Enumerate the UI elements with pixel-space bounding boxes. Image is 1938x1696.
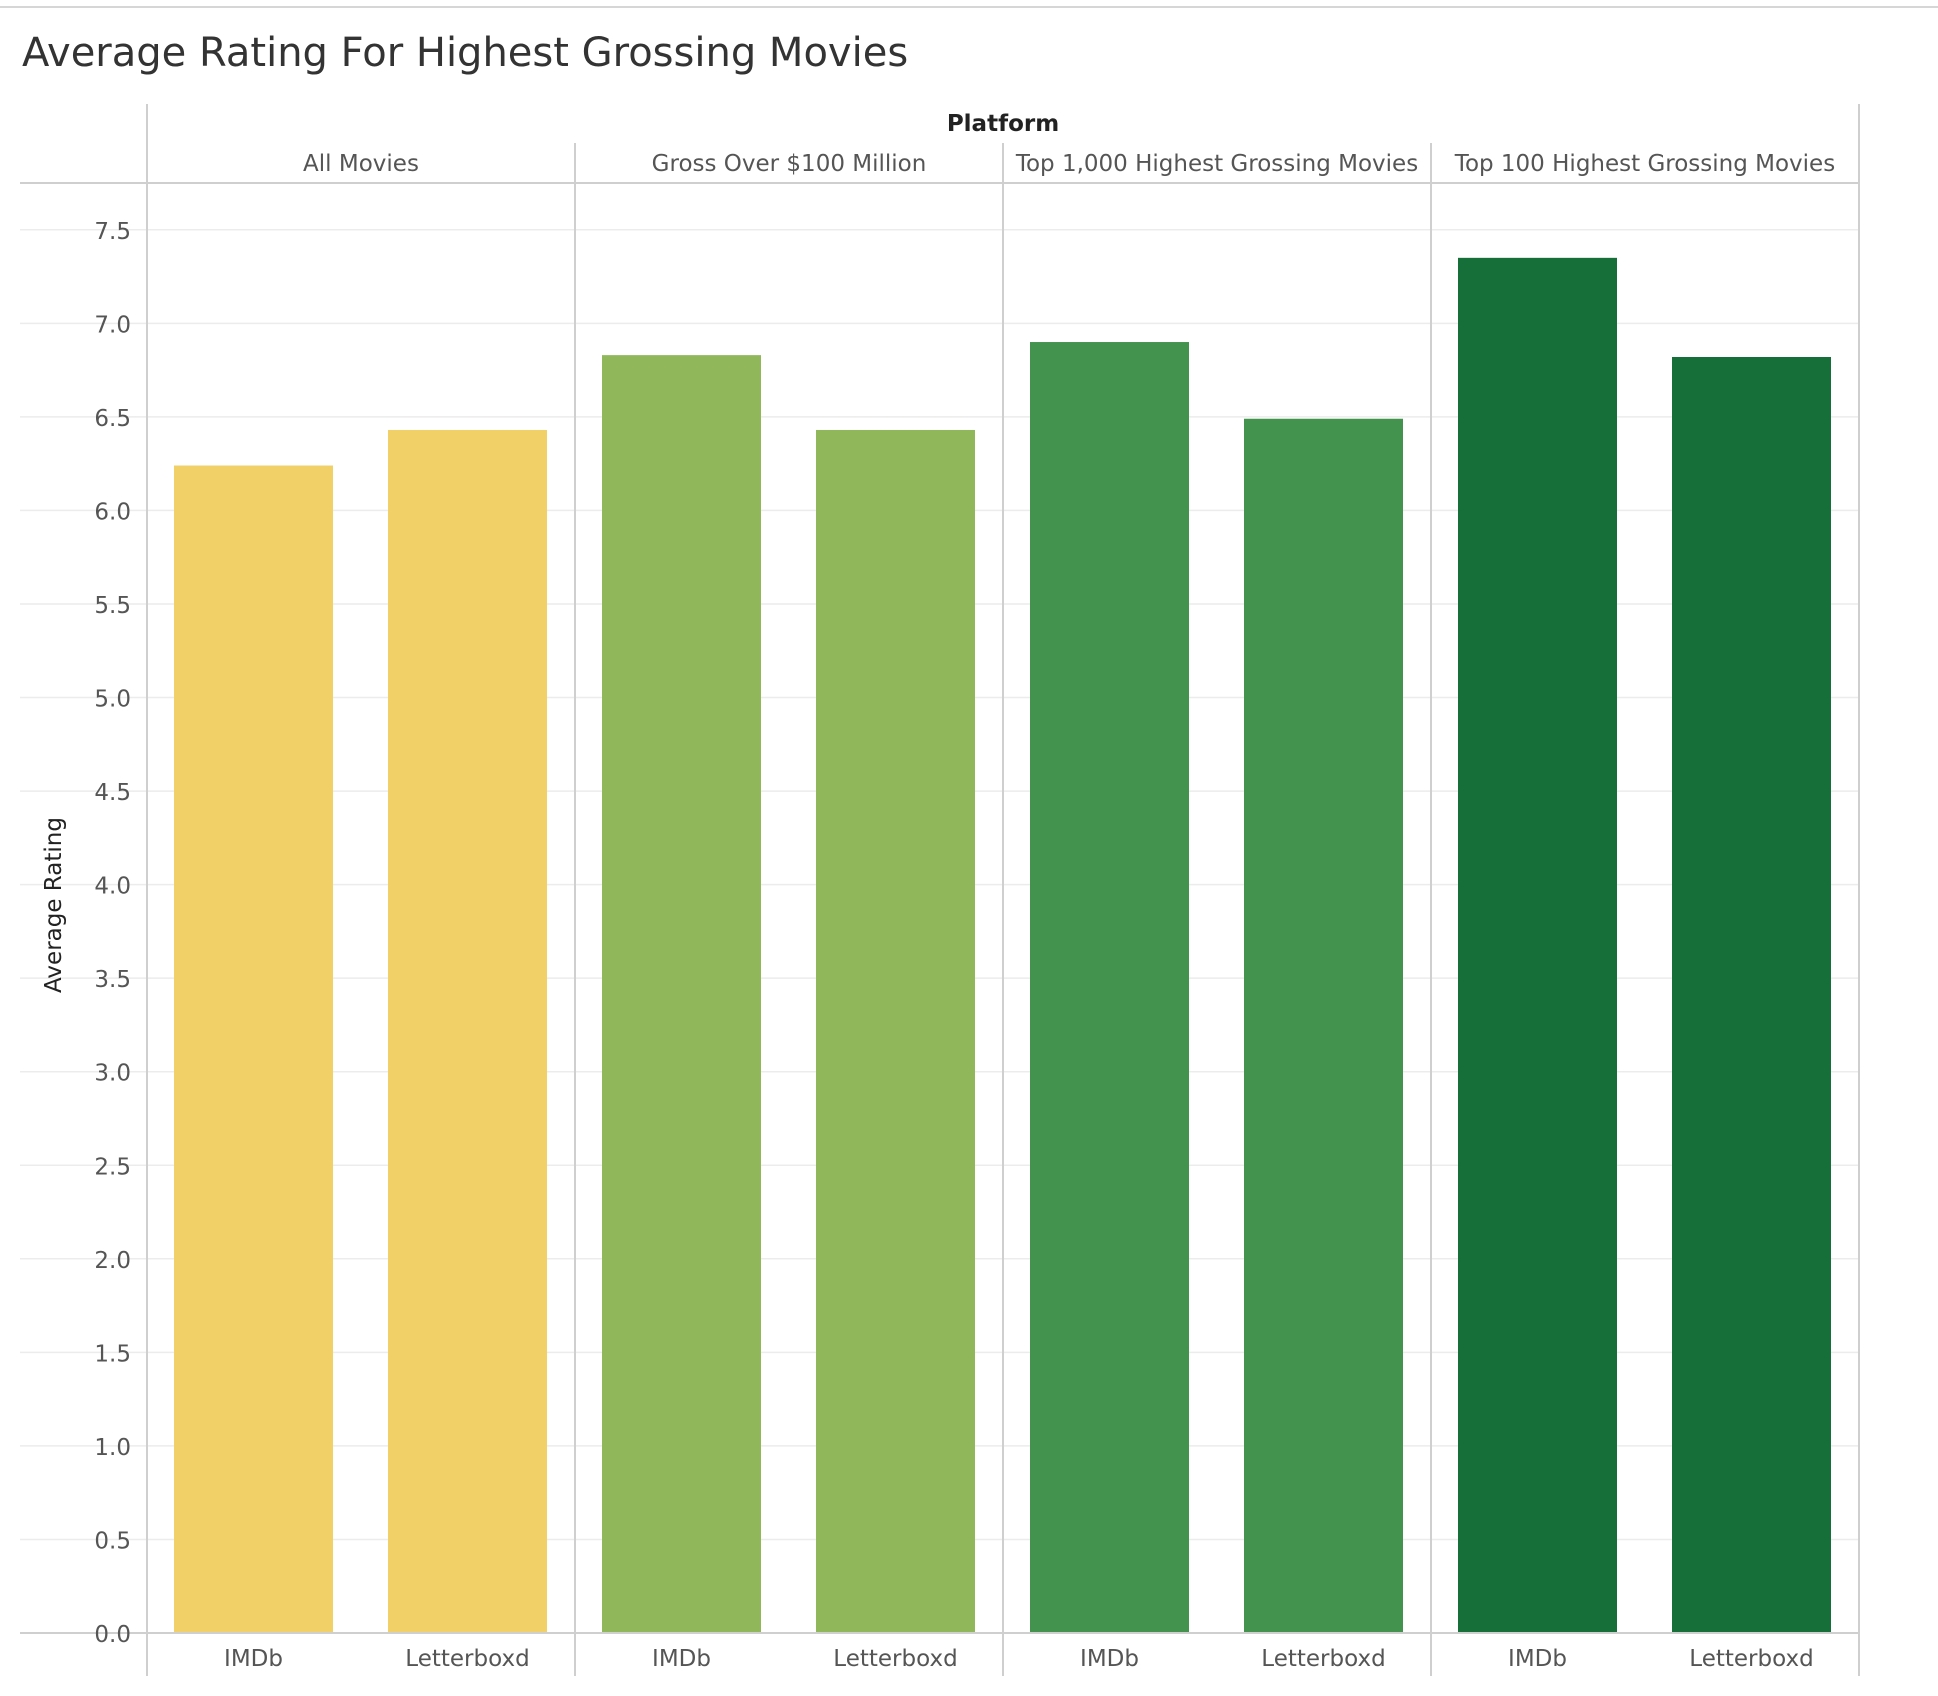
y-tick-label: 1.0 xyxy=(94,1435,131,1461)
bar-imdb-group-3 xyxy=(1030,342,1189,1634)
y-tick-label: 7.0 xyxy=(94,312,131,338)
group-header-label: Top 1,000 Highest Grossing Movies xyxy=(1015,151,1418,177)
bar-imdb-group-1 xyxy=(174,465,333,1634)
y-tick-label: 4.5 xyxy=(94,780,131,806)
y-tick-label: 3.5 xyxy=(94,967,131,993)
bar-letterboxd-group-1 xyxy=(388,429,547,1633)
y-tick-label: 2.5 xyxy=(94,1154,131,1180)
x-category-label: IMDb xyxy=(224,1646,283,1672)
group-header-label: Gross Over $100 Million xyxy=(652,151,927,177)
x-category-label: IMDb xyxy=(652,1646,711,1672)
column-header-title: Platform xyxy=(947,111,1059,137)
y-tick-label: 7.5 xyxy=(94,219,131,245)
x-category-label: IMDb xyxy=(1508,1646,1567,1672)
y-tick-label: 4.0 xyxy=(94,874,131,900)
bar-imdb-group-4 xyxy=(1458,257,1617,1633)
y-tick-label: 5.0 xyxy=(94,687,131,713)
y-tick-label: 2.0 xyxy=(94,1248,131,1274)
x-category-label: Letterboxd xyxy=(1689,1646,1813,1672)
y-axis-label: Average Rating xyxy=(41,817,67,993)
bar-letterboxd-group-4 xyxy=(1672,357,1831,1633)
group-header-label: All Movies xyxy=(303,151,419,177)
y-tick-label: 6.5 xyxy=(94,406,131,432)
bar-imdb-group-2 xyxy=(602,355,761,1633)
y-tick-label: 0.5 xyxy=(94,1528,131,1554)
group-header-label: Top 100 Highest Grossing Movies xyxy=(1454,151,1835,177)
y-tick-label: 3.0 xyxy=(94,1061,131,1087)
y-tick-label: 1.5 xyxy=(94,1341,131,1367)
top-divider xyxy=(0,6,1938,8)
bar-letterboxd-group-3 xyxy=(1244,418,1403,1633)
y-tick-label: 0.0 xyxy=(94,1622,131,1648)
x-category-label: Letterboxd xyxy=(405,1646,529,1672)
chart-title: Average Rating For Highest Grossing Movi… xyxy=(22,30,909,76)
y-tick-label: 5.5 xyxy=(94,593,131,619)
bar-letterboxd-group-2 xyxy=(816,429,975,1633)
y-tick-label: 6.0 xyxy=(94,499,131,525)
x-category-label: Letterboxd xyxy=(1261,1646,1385,1672)
x-category-label: Letterboxd xyxy=(833,1646,957,1672)
x-category-label: IMDb xyxy=(1080,1646,1139,1672)
